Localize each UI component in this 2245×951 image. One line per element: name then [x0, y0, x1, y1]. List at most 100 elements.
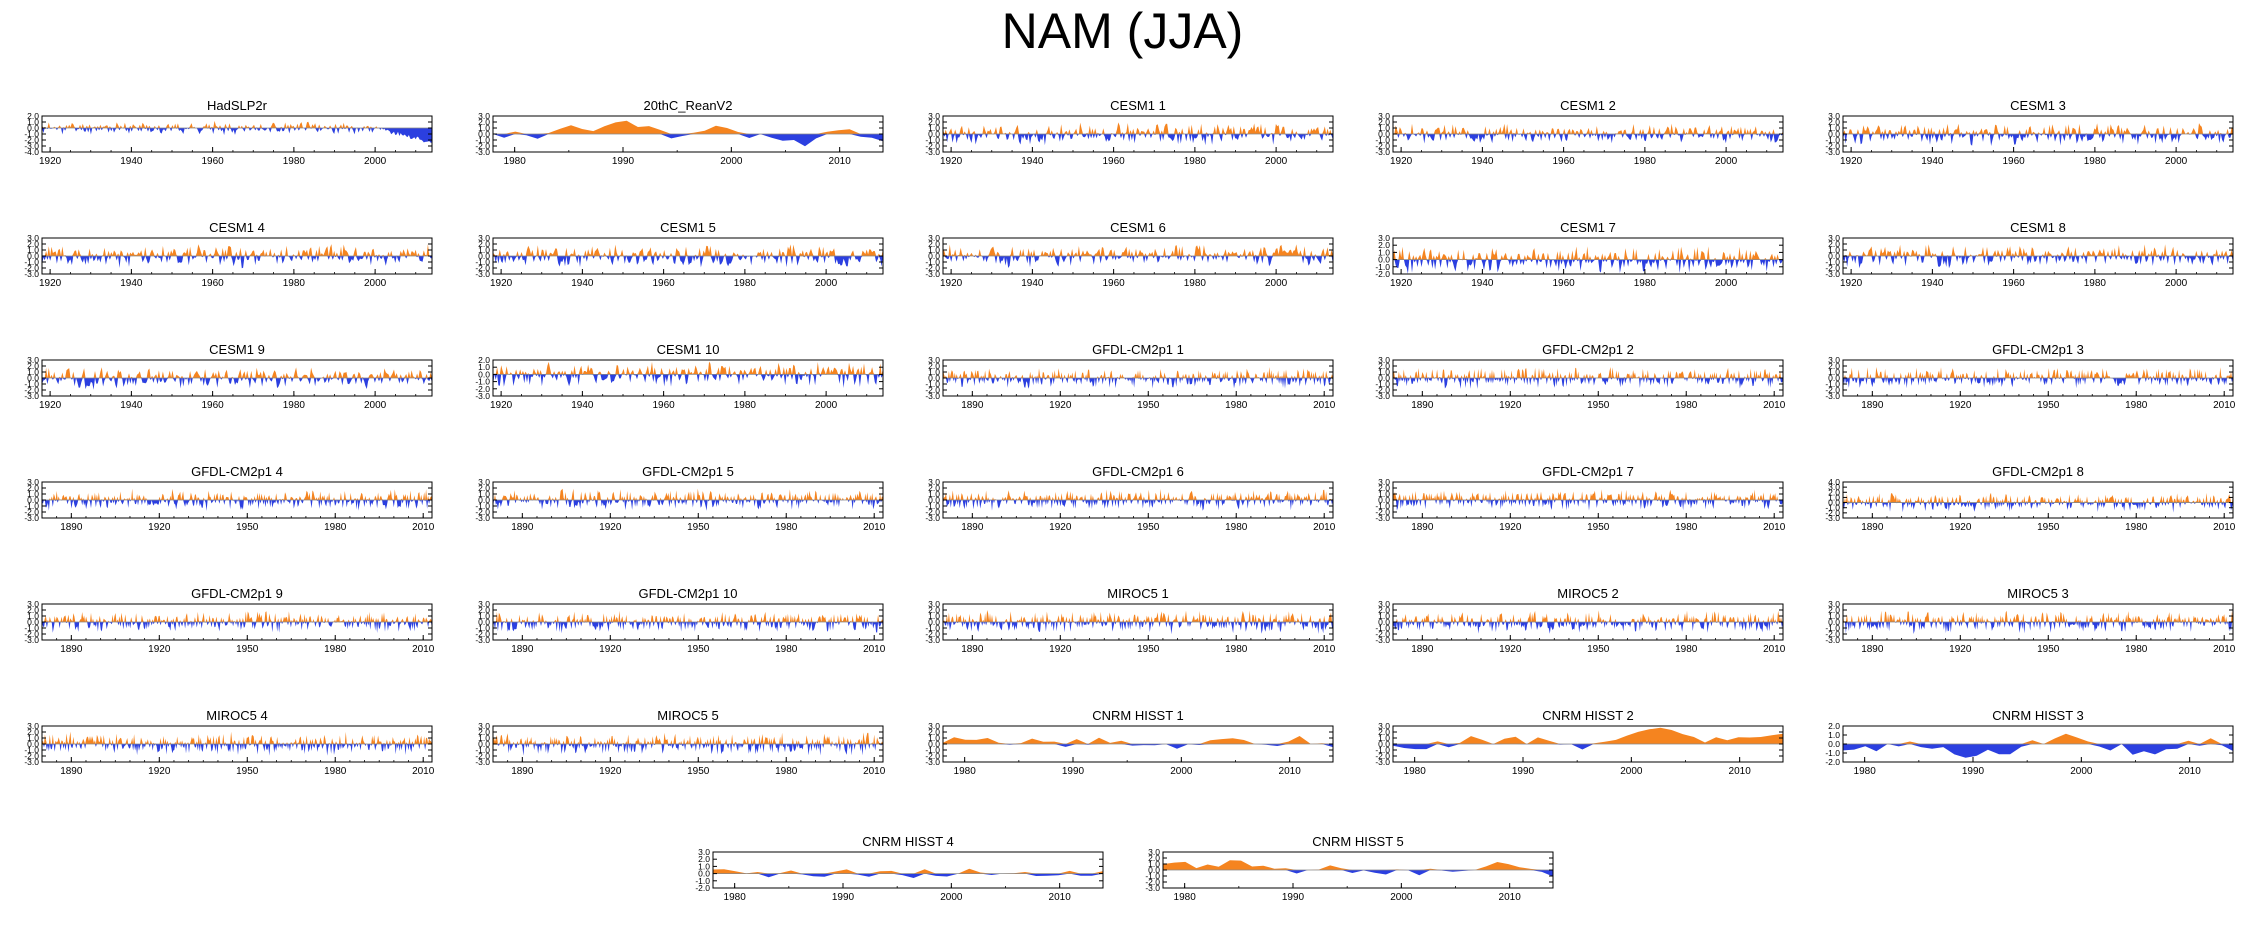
- y-tick-label: -3.0: [925, 391, 940, 401]
- x-tick-label: 1920: [1390, 278, 1413, 289]
- x-tick-label: 2010: [412, 766, 435, 777]
- y-tick-label: -2.0: [1375, 629, 1390, 639]
- negative-area: [1843, 378, 2233, 389]
- y-tick-label: 0.0: [478, 739, 490, 749]
- x-tick-label: 1890: [60, 766, 83, 777]
- positive-area: [943, 736, 1333, 744]
- x-tick-label: 1940: [120, 156, 143, 167]
- y-tick-label: 1.0: [928, 367, 940, 377]
- negative-area: [1843, 744, 2233, 758]
- negative-area: [493, 744, 883, 756]
- y-tick-label: 3.0: [478, 111, 490, 121]
- y-tick-label: 2.0: [27, 483, 39, 493]
- negative-area: [42, 500, 432, 511]
- x-tick-label: 1940: [571, 278, 594, 289]
- x-tick-label: 1890: [961, 400, 984, 411]
- x-tick-label: 1890: [60, 644, 83, 655]
- y-tick-label: -1.0: [24, 129, 39, 139]
- negative-area: [42, 128, 432, 143]
- y-tick-label: 2.0: [1378, 240, 1390, 250]
- y-tick-label: 1.0: [478, 733, 490, 743]
- y-tick-label: 0.0: [1148, 865, 1160, 875]
- y-tick-label: 2.0: [928, 117, 940, 127]
- y-tick-label: -3.0: [1375, 635, 1390, 645]
- x-tick-label: 1980: [1404, 766, 1427, 777]
- y-tick-label: 1.0: [478, 362, 490, 372]
- x-tick-label: 2010: [2213, 522, 2236, 533]
- x-tick-label: 2010: [412, 644, 435, 655]
- panel-title: CNRM HISST 1: [1092, 708, 1184, 723]
- y-tick-label: 0.0: [1828, 498, 1840, 508]
- y-tick-label: -2.0: [24, 629, 39, 639]
- x-tick-label: 1940: [1021, 278, 1044, 289]
- y-tick-label: 3.0: [1828, 355, 1840, 365]
- y-tick-label: 0.0: [27, 495, 39, 505]
- x-tick-label: 1920: [1949, 522, 1972, 533]
- x-tick-label: 1920: [148, 644, 171, 655]
- y-tick-label: 2.0: [1828, 117, 1840, 127]
- x-tick-label: 1950: [1137, 400, 1160, 411]
- y-tick-label: 1.0: [478, 611, 490, 621]
- x-tick-label: 1960: [1553, 156, 1576, 167]
- y-tick-label: 0.0: [478, 369, 490, 379]
- y-tick-label: -2.0: [475, 751, 490, 761]
- y-tick-label: 0.0: [1378, 617, 1390, 627]
- positive-area: [1843, 610, 2233, 622]
- x-tick-label: 1920: [940, 156, 963, 167]
- negative-area: [1163, 870, 1553, 877]
- x-tick-label: 2010: [1279, 766, 1302, 777]
- x-tick-label: 1980: [324, 522, 347, 533]
- y-tick-label: 3.0: [928, 599, 940, 609]
- x-tick-label: 1920: [1049, 644, 1072, 655]
- y-tick-label: 0.0: [1378, 129, 1390, 139]
- x-tick-label: 2010: [1313, 644, 1336, 655]
- positive-area: [1393, 610, 1783, 622]
- negative-area: [493, 622, 883, 634]
- y-tick-label: 0.0: [478, 495, 490, 505]
- y-tick-label: 2.0: [1378, 361, 1390, 371]
- x-tick-label: 2000: [2070, 766, 2093, 777]
- plot-frame: [1392, 237, 1784, 275]
- y-tick-label: 3.0: [928, 477, 940, 487]
- x-tick-label: 1950: [687, 522, 710, 533]
- y-tick-label: -1.0: [24, 501, 39, 511]
- y-tick-label: -3.0: [925, 757, 940, 767]
- x-tick-label: 1920: [490, 400, 513, 411]
- negative-area: [1393, 259, 1783, 274]
- positive-area: [1393, 123, 1783, 134]
- x-tick-label: 1960: [1103, 278, 1126, 289]
- x-tick-label: 1950: [687, 644, 710, 655]
- panel-title: GFDL-CM2p1 6: [1092, 464, 1184, 479]
- y-tick-label: 2.0: [27, 605, 39, 615]
- y-tick-label: -1.0: [1375, 379, 1390, 389]
- y-tick-label: -1.0: [24, 745, 39, 755]
- y-tick-label: -1.0: [925, 135, 940, 145]
- x-tick-label: 1940: [120, 400, 143, 411]
- positive-area: [943, 488, 1333, 500]
- y-tick-label: -2.0: [925, 629, 940, 639]
- y-tick-label: 2.0: [1828, 487, 1840, 497]
- y-tick-label: -3.0: [1375, 147, 1390, 157]
- y-tick-label: -3.0: [1825, 513, 1840, 523]
- negative-area: [1843, 502, 2233, 513]
- positive-area: [943, 244, 1333, 256]
- x-tick-label: 1980: [2125, 644, 2148, 655]
- y-tick-label: -3.0: [1825, 147, 1840, 157]
- y-tick-label: 3.0: [1148, 847, 1160, 857]
- panel-title: CESM1 3: [2010, 98, 2066, 113]
- y-tick-label: 3.0: [1828, 599, 1840, 609]
- x-tick-label: 1950: [236, 522, 259, 533]
- y-tick-label: 1.0: [1378, 489, 1390, 499]
- x-tick-label: 1920: [1840, 156, 1863, 167]
- x-tick-label: 1990: [832, 892, 855, 903]
- x-tick-label: 1950: [236, 644, 259, 655]
- positive-area: [42, 244, 432, 256]
- y-tick-label: 3.0: [928, 355, 940, 365]
- positive-area: [1393, 727, 1783, 744]
- y-tick-label: 0.0: [1378, 739, 1390, 749]
- positive-area: [1843, 733, 2233, 744]
- panel-title: GFDL-CM2p1 10: [639, 586, 738, 601]
- positive-area: [493, 244, 883, 256]
